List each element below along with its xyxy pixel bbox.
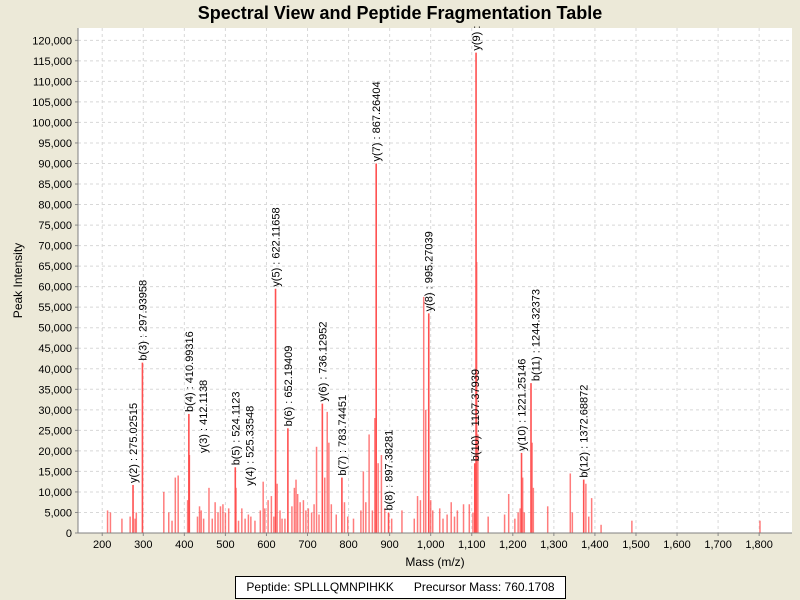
peak-label: b(6) : 652.19409: [283, 346, 295, 427]
peak-label: y(3) : 412.1138: [198, 380, 210, 453]
y-tick-label: 85,000: [38, 179, 72, 191]
y-tick-label: 20,000: [38, 446, 72, 458]
peak-label: b(7) : 783.74451: [337, 395, 349, 476]
y-tick-label: 70,000: [38, 241, 72, 253]
peak-label: b(5) : 524.1123: [230, 392, 242, 466]
y-tick-label: 5,000: [44, 507, 72, 519]
x-tick-label: 800: [339, 539, 357, 551]
x-tick-label: 1,300: [540, 539, 568, 551]
y-tick-label: 15,000: [38, 466, 72, 478]
x-tick-label: 1,000: [417, 539, 445, 551]
y-tick-label: 10,000: [38, 487, 72, 499]
y-tick-label: 25,000: [38, 425, 72, 437]
legend-precursor: Precursor Mass: 760.1708: [413, 580, 555, 594]
y-tick-label: 65,000: [38, 261, 72, 273]
x-tick-label: 1,500: [622, 539, 650, 551]
y-tick-label: 55,000: [38, 302, 72, 314]
x-tick-label: 1,400: [581, 539, 609, 551]
y-tick-label: 115,000: [33, 56, 72, 68]
y-tick-label: 90,000: [38, 158, 72, 170]
peak-label: b(11) : 1244.32373: [531, 289, 543, 381]
x-tick-label: 700: [298, 539, 316, 551]
y-tick-label: 45,000: [38, 343, 72, 355]
legend-peptide: Peptide: SPLLLQMNPIHKK: [246, 580, 394, 594]
y-tick-label: 110,000: [33, 76, 72, 88]
y-axis-label: Peak Intensity: [11, 243, 25, 318]
peak-label: y(10) : 1221.25146: [517, 359, 529, 451]
x-tick-label: 900: [380, 539, 398, 551]
y-tick-label: 40,000: [38, 364, 72, 376]
x-tick-label: 500: [216, 539, 234, 551]
peak-label: y(6) : 736.12952: [317, 322, 329, 402]
y-tick-label: 120,000: [32, 35, 72, 47]
y-tick-label: 30,000: [38, 405, 72, 417]
x-tick-label: 1,800: [745, 539, 773, 551]
x-tick-label: 300: [134, 539, 152, 551]
peak-label: y(4) : 525.33548: [244, 406, 256, 486]
y-tick-label: 35,000: [38, 384, 72, 396]
x-tick-label: 1,700: [704, 539, 732, 551]
y-tick-label: 50,000: [38, 323, 72, 335]
peak-label: y(8) : 995.27039: [424, 231, 436, 311]
x-tick-label: 400: [175, 539, 193, 551]
plot-area: [78, 28, 792, 533]
chart-legend: Peptide: SPLLLQMNPIHKK Precursor Mass: 76…: [235, 576, 566, 599]
peak-label: b(3) : 297.93958: [137, 280, 149, 361]
y-tick-label: 105,000: [32, 97, 72, 109]
peak-label: y(9) :: [471, 26, 483, 51]
y-tick-label: 0: [66, 528, 72, 540]
x-axis-label: Mass (m/z): [405, 555, 464, 569]
y-tick-label: 60,000: [38, 282, 72, 294]
x-tick-label: 200: [93, 539, 111, 551]
chart-title: Spectral View and Peptide Fragmentation …: [197, 3, 603, 23]
peak-label: b(10) : 1107.37939: [470, 369, 482, 461]
peak-label: b(8) : 897.38281: [384, 430, 396, 511]
peak-label: b(4) : 410.99316: [184, 331, 196, 412]
x-tick-label: 600: [257, 539, 275, 551]
y-tick-label: 80,000: [38, 200, 72, 212]
y-tick-label: 75,000: [38, 220, 72, 232]
x-tick-label: 1,600: [663, 539, 691, 551]
y-tick-label: 95,000: [38, 138, 72, 150]
x-tick-label: 1,100: [458, 539, 486, 551]
peak-label: y(2) : 275.02515: [128, 403, 140, 483]
peak-label: b(12) : 1372.68872: [579, 385, 591, 478]
x-tick-label: 1,200: [499, 539, 527, 551]
y-tick-label: 100,000: [32, 117, 72, 129]
peak-label: y(5) : 622.11658: [271, 207, 283, 286]
peak-label: y(7) : 867.26404: [371, 81, 383, 161]
